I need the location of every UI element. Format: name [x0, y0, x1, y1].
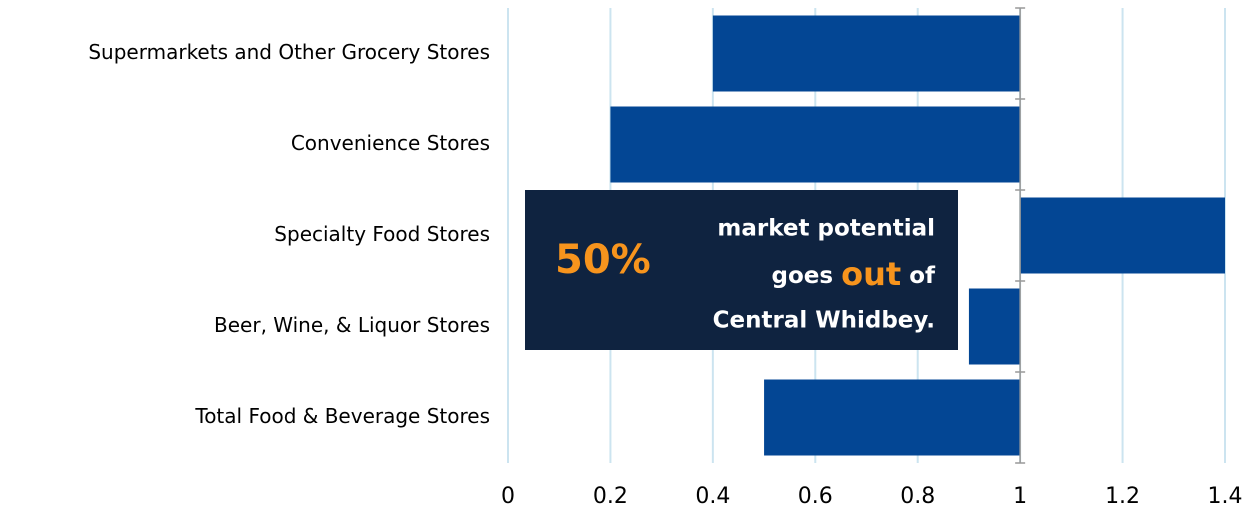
y-tick-label: Specialty Food Stores [274, 222, 490, 246]
annotation-highlight: 50% [555, 237, 651, 283]
annotation-text: goes [772, 263, 834, 289]
bar [968, 288, 1021, 365]
y-tick-label: Beer, Wine, & Liquor Stores [214, 313, 490, 337]
x-tick-label: 1.4 [1208, 484, 1243, 509]
x-tick-label: 1 [1013, 484, 1027, 509]
bar [610, 106, 1021, 183]
annotation-text: of [909, 263, 936, 289]
y-tick-label: Convenience Stores [291, 131, 490, 155]
x-tick-label: 0.8 [900, 484, 935, 509]
x-tick-label: 1.2 [1105, 484, 1140, 509]
annotation-box [525, 190, 958, 350]
x-tick-label: 0.4 [695, 484, 730, 509]
annotation-line: Central Whidbey. [713, 308, 935, 334]
y-tick-label: Total Food & Beverage Stores [194, 404, 490, 428]
x-tick-label: 0 [501, 484, 515, 509]
annotation-line: market potential [717, 216, 935, 242]
y-tick-label: Supermarkets and Other Grocery Stores [88, 40, 490, 64]
annotation-line: goes out of [772, 255, 936, 293]
x-tick-label: 0.2 [593, 484, 628, 509]
annotation-emphasis: out [841, 255, 901, 293]
bar [1020, 197, 1225, 274]
bar [712, 15, 1021, 92]
x-tick-label: 0.6 [798, 484, 833, 509]
bar [764, 379, 1021, 456]
